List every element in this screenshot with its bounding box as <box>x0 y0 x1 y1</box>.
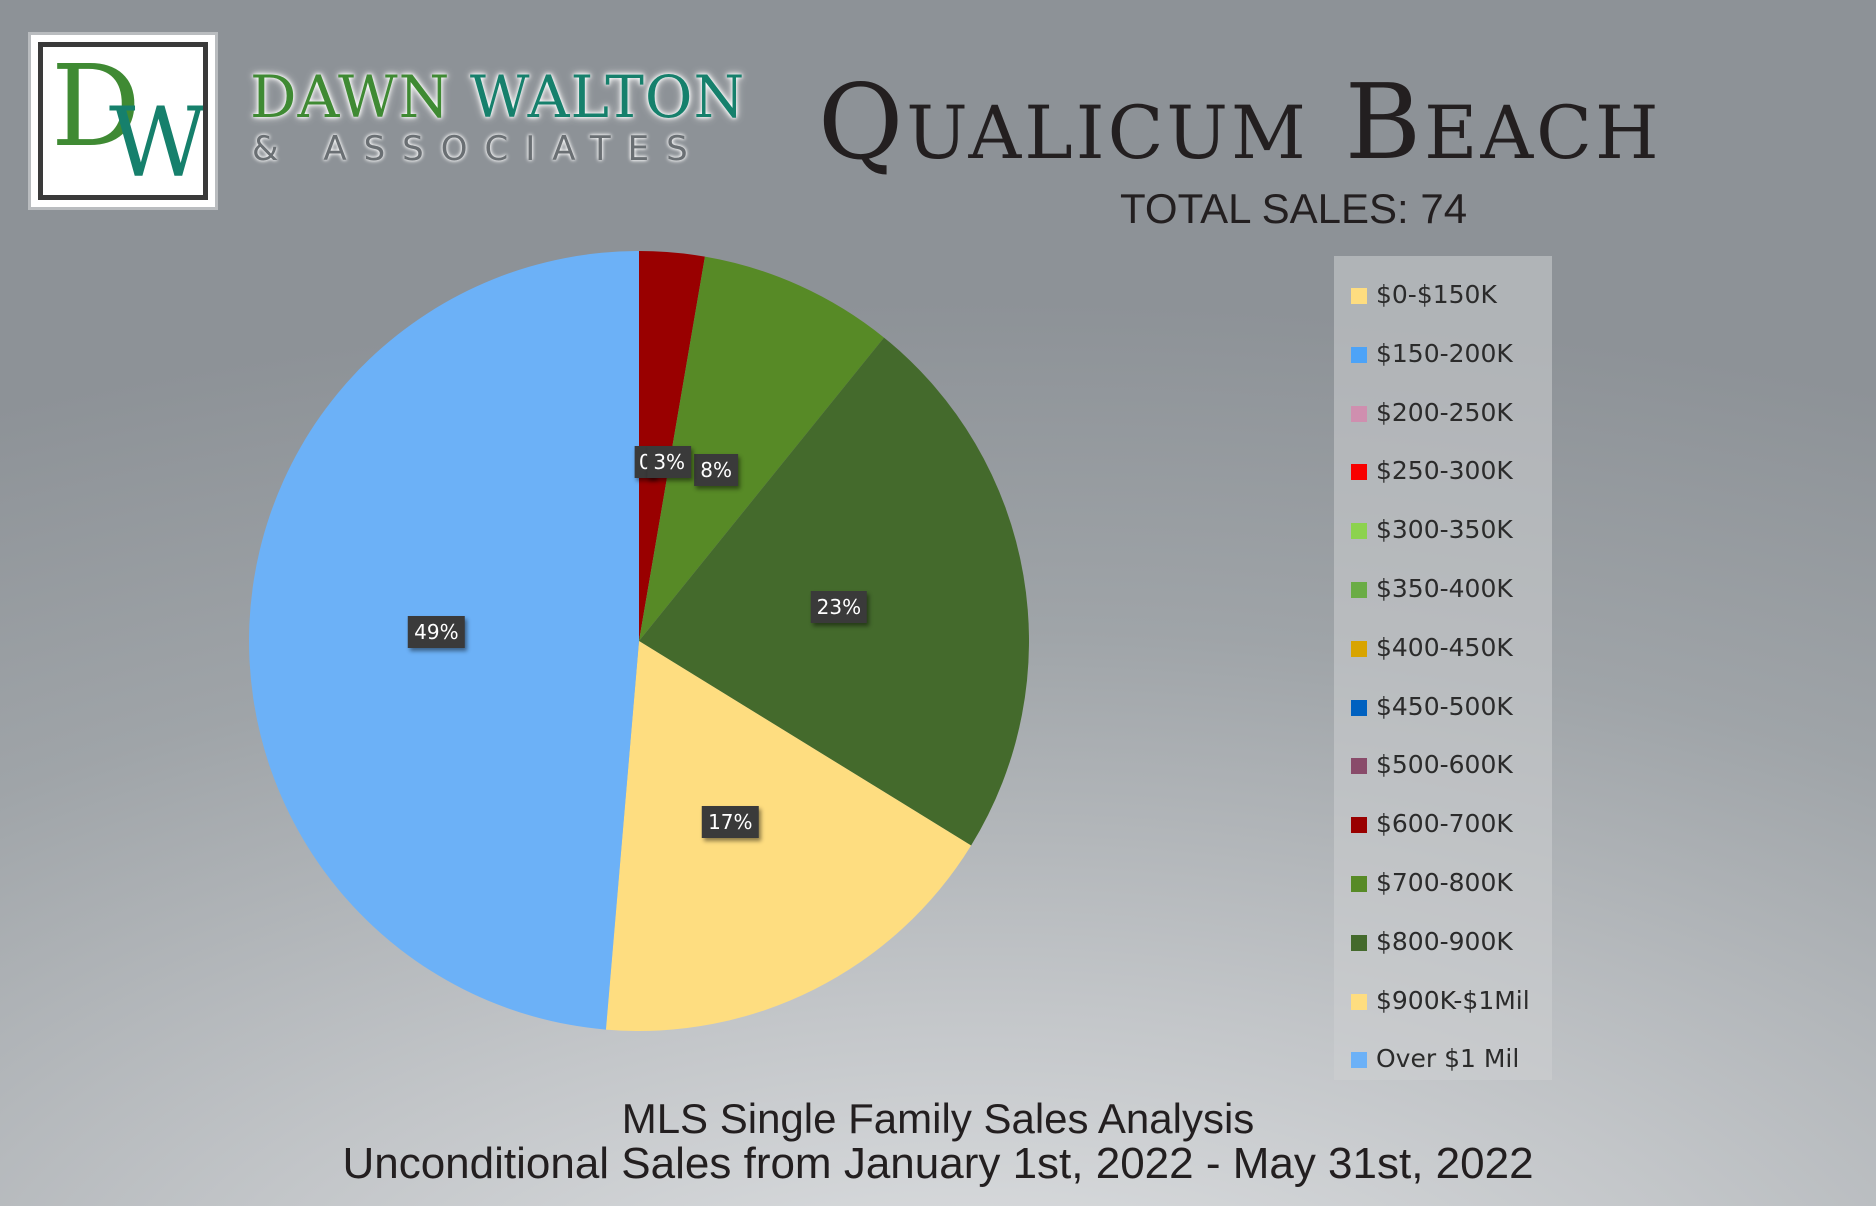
brand-name: DAWN WALTON <box>250 68 745 126</box>
legend-label: $150-200K <box>1376 338 1513 368</box>
legend-item: $300-350K <box>1334 503 1552 562</box>
legend-label: $700-800K <box>1376 867 1513 897</box>
legend-item: $150-200K <box>1334 327 1552 386</box>
legend-swatch <box>1351 523 1367 540</box>
legend-label: $500-600K <box>1376 750 1513 780</box>
legend-item: $350-400K <box>1334 562 1552 621</box>
pie-slice <box>605 641 972 1031</box>
legend-item: $600-700K <box>1334 797 1552 856</box>
total-sales: TOTAL SALES: 74 <box>1120 185 1468 232</box>
legend-label: $800-900K <box>1376 926 1513 956</box>
legend-swatch <box>1351 581 1367 598</box>
legend-item: $450-500K <box>1334 680 1552 739</box>
legend-swatch <box>1351 640 1367 657</box>
logo-monogram: D W <box>38 42 208 200</box>
legend-item: $400-450K <box>1334 621 1552 680</box>
legend-item: $900K-$1Mil <box>1334 974 1552 1033</box>
legend-swatch <box>1351 934 1367 951</box>
logo-letter-d: D <box>51 42 141 172</box>
legend-item: $800-900K <box>1334 915 1552 974</box>
legend-label: $900K-$1Mil <box>1376 985 1530 1015</box>
pie-data-label: 49% <box>408 616 465 649</box>
legend-item: $0-$150K <box>1334 268 1552 327</box>
legend-label: Over $1 Mil <box>1376 1044 1520 1074</box>
brand-name-last: WALTON <box>469 63 746 131</box>
legend-swatch <box>1351 1052 1367 1069</box>
pie-data-label: 8% <box>694 454 738 487</box>
legend-swatch <box>1351 758 1367 775</box>
legend-swatch <box>1351 346 1367 363</box>
legend-label: $600-700K <box>1376 809 1513 839</box>
pie-data-label: 3% <box>647 446 692 479</box>
footer-title: MLS Single Family Sales Analysis <box>621 1095 1255 1142</box>
legend-item: $500-600K <box>1334 738 1552 797</box>
logo-letter-w: W <box>109 87 208 199</box>
legend-label: $0-$150K <box>1376 280 1497 309</box>
legend-label: $400-450K <box>1376 632 1513 662</box>
legend-label: $300-350K <box>1376 515 1513 545</box>
brand-tagline: & ASSOCIATES <box>252 129 705 169</box>
legend-label: $250-300K <box>1376 456 1513 486</box>
legend-swatch <box>1351 288 1367 304</box>
page-title: Qualicum Beach <box>818 61 1662 183</box>
legend-swatch <box>1351 993 1367 1010</box>
legend-swatch <box>1351 699 1367 716</box>
legend-swatch <box>1351 464 1367 481</box>
logo: D W <box>28 32 218 210</box>
legend-swatch <box>1351 875 1367 892</box>
legend-swatch <box>1351 817 1367 834</box>
legend-label: $200-250K <box>1376 397 1513 427</box>
pie-slice <box>639 256 885 641</box>
pie-slice <box>639 251 705 641</box>
footer-date-range: Unconditional Sales from January 1st, 20… <box>342 1139 1534 1188</box>
legend-item: $700-800K <box>1334 856 1552 915</box>
legend-item: Over $1 Mil <box>1334 1032 1552 1091</box>
chart-legend: $0-$150K $150-200K $200-250K $250-300K $300-… <box>1334 256 1552 1080</box>
pie-data-label: 17% <box>702 806 759 839</box>
pie-data-label: 23% <box>810 590 868 623</box>
legend-label: $450-500K <box>1376 691 1513 721</box>
legend-label: $350-400K <box>1376 573 1513 603</box>
legend-item: $200-250K <box>1334 386 1552 445</box>
legend-swatch <box>1351 405 1367 422</box>
legend-item: $250-300K <box>1334 444 1552 503</box>
brand-name-first: DAWN <box>250 63 451 131</box>
